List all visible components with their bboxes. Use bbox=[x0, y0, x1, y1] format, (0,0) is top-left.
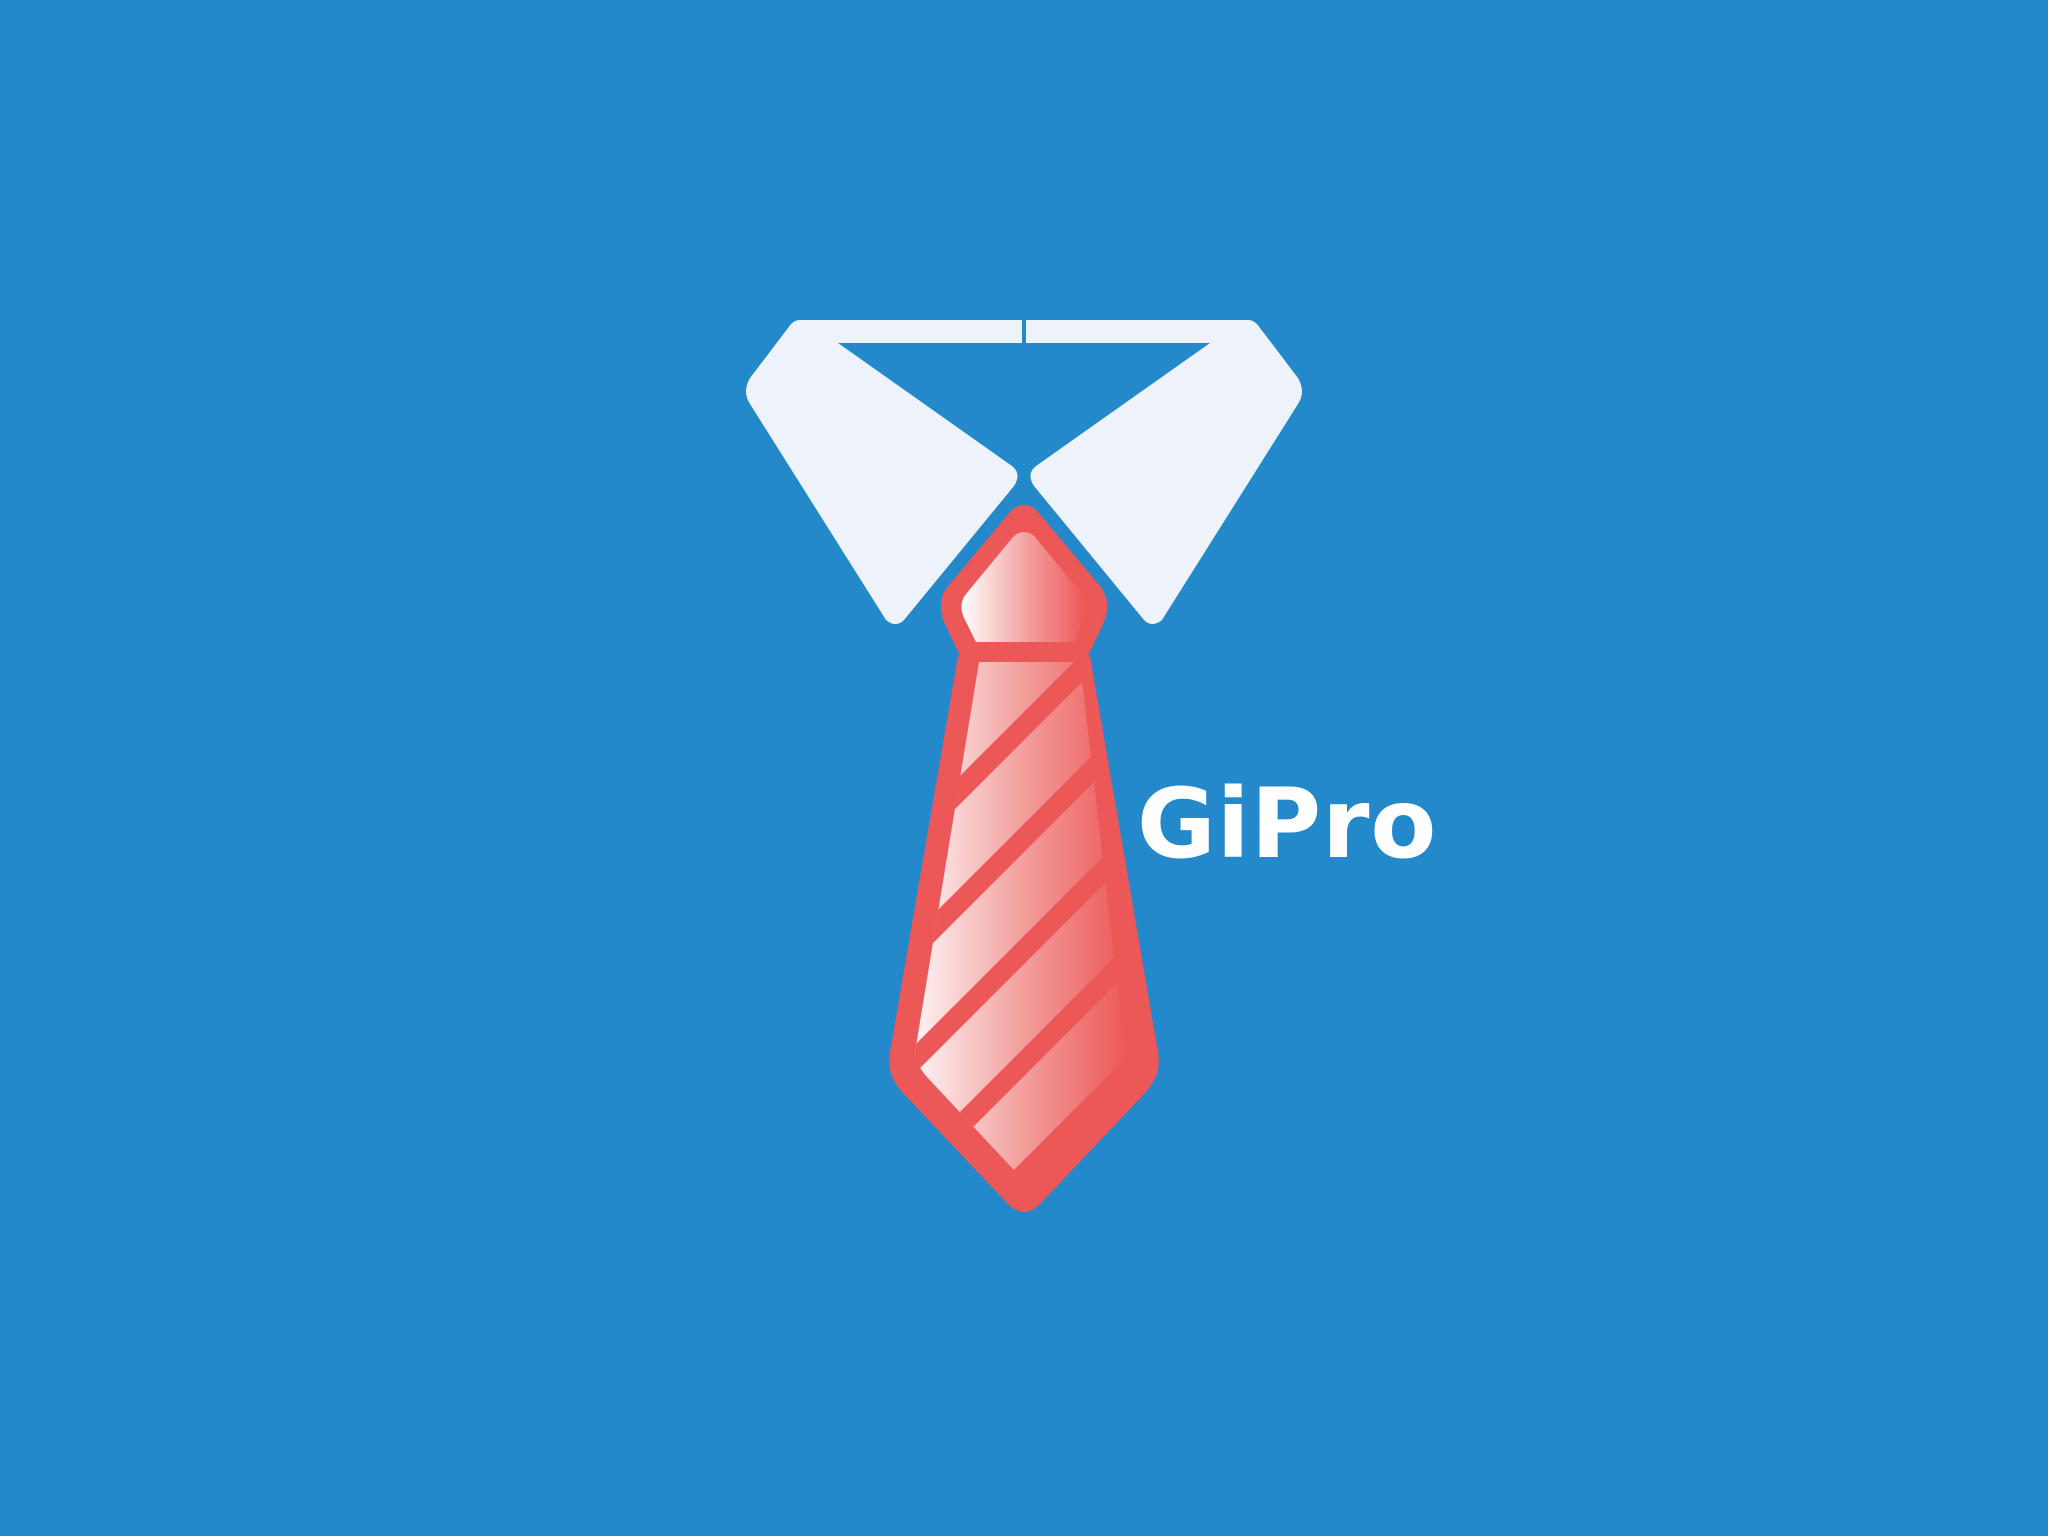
brand-name: GiPro bbox=[1137, 768, 1438, 880]
shirt-collar-icon bbox=[746, 320, 1302, 624]
necktie-icon bbox=[889, 505, 1159, 1212]
collar-right-wing bbox=[1026, 320, 1302, 624]
tie-stripe-5 bbox=[915, 1040, 1126, 1182]
collar-left-wing bbox=[746, 320, 1022, 624]
tie-knot-highlight bbox=[961, 532, 1087, 642]
